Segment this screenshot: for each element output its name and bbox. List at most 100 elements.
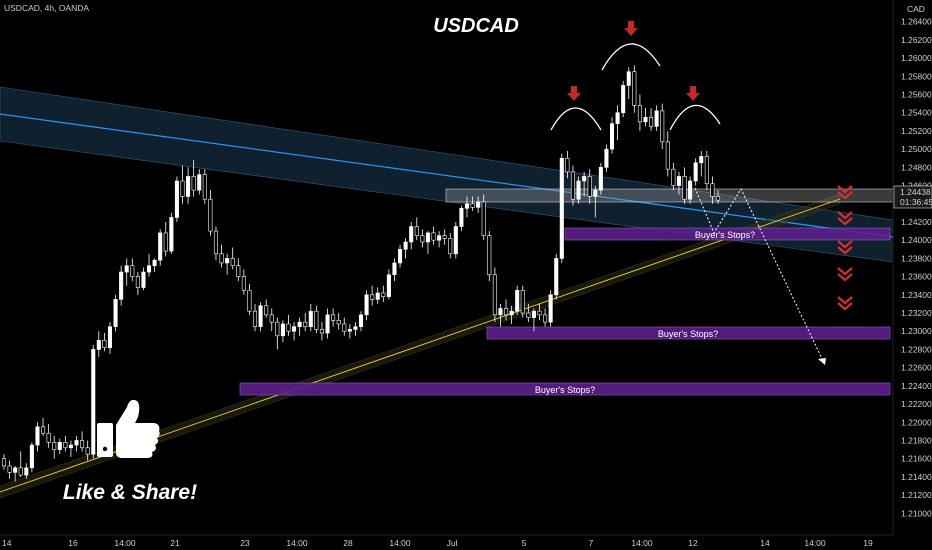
price-axis[interactable]: CAD 1.26400 1.26200 1.26000 1.25800 1.25600 1… (892, 0, 932, 535)
drawing-overlays: Buyer's Stops? Buyer's Stops? Buyer's St… (0, 21, 894, 499)
candle (303, 321, 308, 327)
candle (688, 180, 693, 200)
like-share-text: Like & Share! (63, 481, 197, 504)
price-tick-label: 1.24800 (901, 162, 932, 172)
candle (386, 274, 391, 297)
symbol-header: USDCAD, 4h, OANDA (4, 3, 90, 13)
candle (258, 305, 263, 327)
candle (470, 203, 475, 208)
head-arc (601, 43, 661, 71)
candle (453, 226, 458, 255)
projected-path (694, 187, 826, 366)
candle (180, 180, 185, 197)
candle (35, 426, 40, 446)
candle (230, 258, 235, 266)
candle (364, 294, 369, 316)
time-tick-label: 14:00 (631, 538, 653, 548)
trendline-band (0, 193, 841, 499)
candle (169, 217, 174, 252)
candle (68, 444, 73, 449)
candle (587, 176, 592, 197)
left-shoulder-arc (550, 107, 602, 131)
time-tick-label: 14:00 (804, 538, 826, 548)
candle (347, 329, 352, 332)
price-tick-label: 1.23000 (901, 326, 932, 336)
candle (565, 157, 570, 173)
price-tick-label: 1.21800 (901, 436, 932, 446)
candle (515, 289, 520, 312)
candle (420, 235, 425, 243)
stops-label-middle: Buyer's Stops? (658, 329, 718, 339)
candle (409, 226, 414, 243)
candle (626, 71, 631, 86)
candle (459, 208, 464, 227)
projected-arrowhead (818, 358, 826, 365)
candle (147, 265, 152, 273)
time-tick-label: 14 (760, 538, 770, 548)
candle (671, 168, 676, 186)
candle (403, 241, 408, 250)
candle (80, 440, 85, 449)
time-tick-label: 14 (2, 538, 12, 548)
candle (398, 248, 403, 264)
candle (520, 289, 525, 314)
channel-midline (0, 113, 894, 238)
price-tick-label: 1.25000 (901, 144, 932, 154)
candle (370, 294, 375, 300)
candle (699, 156, 704, 164)
time-tick-label: 28 (343, 538, 353, 548)
price-tick-label: 1.24200 (901, 217, 932, 227)
candle (236, 265, 241, 277)
candle (582, 176, 587, 182)
time-tick-label: 14:00 (114, 538, 136, 548)
candle (202, 174, 207, 200)
candle (414, 226, 419, 236)
stops-label-upper: Buyer's Stops? (695, 230, 755, 240)
current-price-countdown: 01:36:45 (900, 197, 932, 207)
candle (124, 265, 129, 273)
price-tick-label: 1.23400 (901, 290, 932, 300)
candle (660, 110, 665, 143)
candle (219, 253, 224, 264)
candle (621, 85, 626, 114)
candle (208, 198, 213, 232)
candle (710, 183, 715, 197)
price-tick-label: 1.25400 (901, 108, 932, 118)
candle (191, 176, 196, 191)
candle (63, 442, 68, 449)
candle (85, 447, 90, 455)
chart-title: USDCAD (433, 15, 519, 37)
resistance-zone (445, 188, 894, 203)
candle (297, 321, 302, 327)
time-tick-label: 14:00 (286, 538, 308, 548)
candle (487, 235, 492, 276)
candle (375, 292, 380, 300)
candle (275, 321, 280, 337)
candle (269, 314, 274, 323)
candle (392, 262, 397, 276)
candle (598, 167, 603, 191)
time-tick-label: 23 (240, 538, 250, 548)
time-axis[interactable]: 14 16 14:00 21 23 14:00 28 14:00 Jul 5 7 14:00 12 14 1… (0, 534, 893, 548)
price-tick-label: 1.22600 (901, 363, 932, 373)
time-tick-label: 19 (863, 538, 873, 548)
candle (158, 232, 163, 261)
candle (615, 112, 620, 124)
current-price-value: 1.24438 (900, 187, 931, 197)
stops-zone-middle (486, 326, 891, 340)
candle (174, 180, 179, 218)
candle (18, 467, 23, 476)
candle (314, 310, 319, 330)
candle (342, 323, 347, 332)
candle (107, 326, 113, 348)
price-tick-label: 1.22400 (901, 381, 932, 391)
price-tick-label: 1.26000 (901, 53, 932, 63)
arrow-down-icon (567, 21, 700, 101)
candle (286, 323, 291, 332)
candle (609, 123, 615, 150)
candle (119, 271, 124, 300)
candle (715, 196, 721, 201)
price-tick-label: 1.25200 (901, 126, 932, 136)
candle (548, 294, 553, 323)
